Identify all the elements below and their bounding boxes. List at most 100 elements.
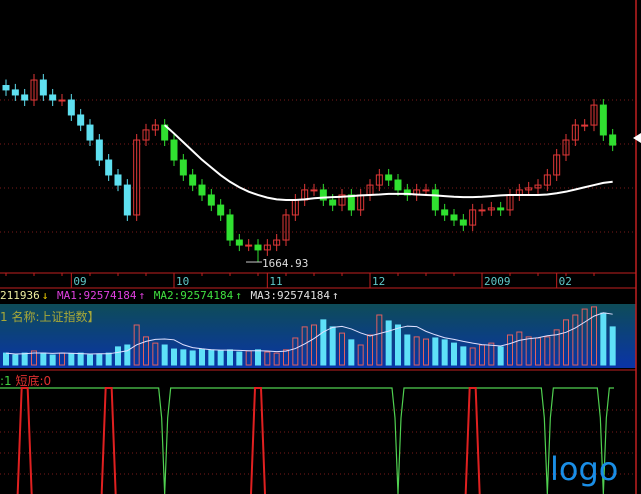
volume-bar <box>12 354 19 366</box>
volume-bar <box>581 308 588 366</box>
signal-first-label: :1 <box>0 374 12 388</box>
volume-bar <box>320 319 327 366</box>
candle-body <box>2 85 10 91</box>
volume-bar <box>152 342 159 366</box>
candle-body <box>198 184 206 196</box>
candle-body <box>441 209 449 216</box>
volume-bar <box>469 347 476 366</box>
candle-body <box>487 207 495 211</box>
volume-bar <box>68 353 75 366</box>
volume-bar <box>591 306 597 366</box>
volume-bar <box>199 348 205 366</box>
candle-body <box>58 99 66 102</box>
volume-bars <box>0 306 636 371</box>
volume-bar <box>451 342 457 366</box>
volume-bar <box>283 349 289 366</box>
volume-bar <box>87 354 93 366</box>
volume-bar <box>189 350 196 366</box>
candle-body <box>30 79 38 101</box>
candle-body <box>77 114 85 126</box>
signal-red-spike <box>250 387 266 494</box>
signal-lines <box>0 387 614 494</box>
candle-body <box>581 124 589 127</box>
volume-bar <box>423 338 429 366</box>
volume-value: 211936 <box>0 289 40 302</box>
low-annotation-label: 1664.93 <box>262 257 308 270</box>
volume-bar <box>3 352 9 366</box>
candle-body <box>562 139 570 156</box>
candle-body <box>609 134 617 146</box>
candle-body <box>217 204 225 216</box>
volume-bar <box>301 326 308 366</box>
volume-bar <box>264 351 271 366</box>
candle-body <box>86 124 94 141</box>
candle-body <box>114 174 122 186</box>
candle-body <box>338 194 346 206</box>
axis-label: 11 <box>269 275 282 288</box>
volume-bar <box>385 320 392 366</box>
axis-label: 2009 <box>484 275 511 288</box>
signal-red-spike <box>16 387 33 494</box>
candle-body <box>319 189 327 201</box>
candle-body <box>329 199 337 206</box>
volume-bar <box>563 319 569 366</box>
candlesticks: 1664.93 <box>2 74 617 270</box>
volume-bar <box>600 312 607 366</box>
volume-bar <box>227 349 233 366</box>
volume-bar <box>609 326 616 366</box>
candle-body <box>571 124 579 141</box>
candle-body <box>422 189 430 192</box>
candle-body <box>151 124 159 131</box>
candle-body <box>133 139 141 216</box>
volume-bar <box>432 337 439 366</box>
volume-bar <box>21 352 28 366</box>
candle-body <box>394 179 402 191</box>
volume-bar <box>105 352 112 366</box>
candle-body <box>347 194 355 211</box>
candle-body <box>105 159 113 176</box>
volume-bar <box>133 324 140 366</box>
candle-body <box>525 187 533 191</box>
candle-body <box>478 209 486 212</box>
candle-body <box>385 174 393 181</box>
candle-body <box>534 184 542 189</box>
axis-label: 10 <box>176 275 189 288</box>
candle-body <box>254 244 262 251</box>
volume-bar <box>367 334 373 366</box>
signal-legend: :1 短底:0 <box>0 372 51 389</box>
volume-bar <box>357 344 364 366</box>
signal-green-line <box>0 387 614 494</box>
volume-bar <box>208 349 215 366</box>
candle-body <box>590 104 598 126</box>
axis-label: 12 <box>372 275 385 288</box>
volume-bar <box>161 344 168 366</box>
candle-body <box>245 244 253 247</box>
volume-bar <box>49 354 56 366</box>
volume-bar <box>273 352 280 366</box>
volume-bar <box>292 337 299 366</box>
time-axis: 09 10 11 12 2009 02 <box>0 272 636 289</box>
up-arrow-icon: ↑ <box>138 289 146 302</box>
candle-body <box>553 154 561 176</box>
volume-bar <box>544 336 551 366</box>
candle-body <box>599 104 607 136</box>
candle-body <box>375 174 383 186</box>
volume-bar <box>516 331 523 366</box>
volume-bar <box>255 349 261 366</box>
candle-body <box>39 79 47 96</box>
volume-legend: 1 名称:上证指数】 <box>0 310 100 324</box>
volume-bar <box>348 339 355 366</box>
volume-bar <box>329 326 336 366</box>
logo: logo <box>550 450 619 488</box>
candle-body <box>189 174 197 186</box>
volume-bar <box>413 336 420 366</box>
ma-line <box>163 124 613 202</box>
volume-bar <box>488 342 495 366</box>
candle-body <box>469 209 477 226</box>
candle-body <box>49 94 57 101</box>
axis-label: 09 <box>73 275 86 288</box>
volume-ma-line <box>5 312 613 355</box>
volume-bar <box>96 353 103 366</box>
volume-bar <box>460 346 467 366</box>
volume-bar <box>497 346 504 366</box>
